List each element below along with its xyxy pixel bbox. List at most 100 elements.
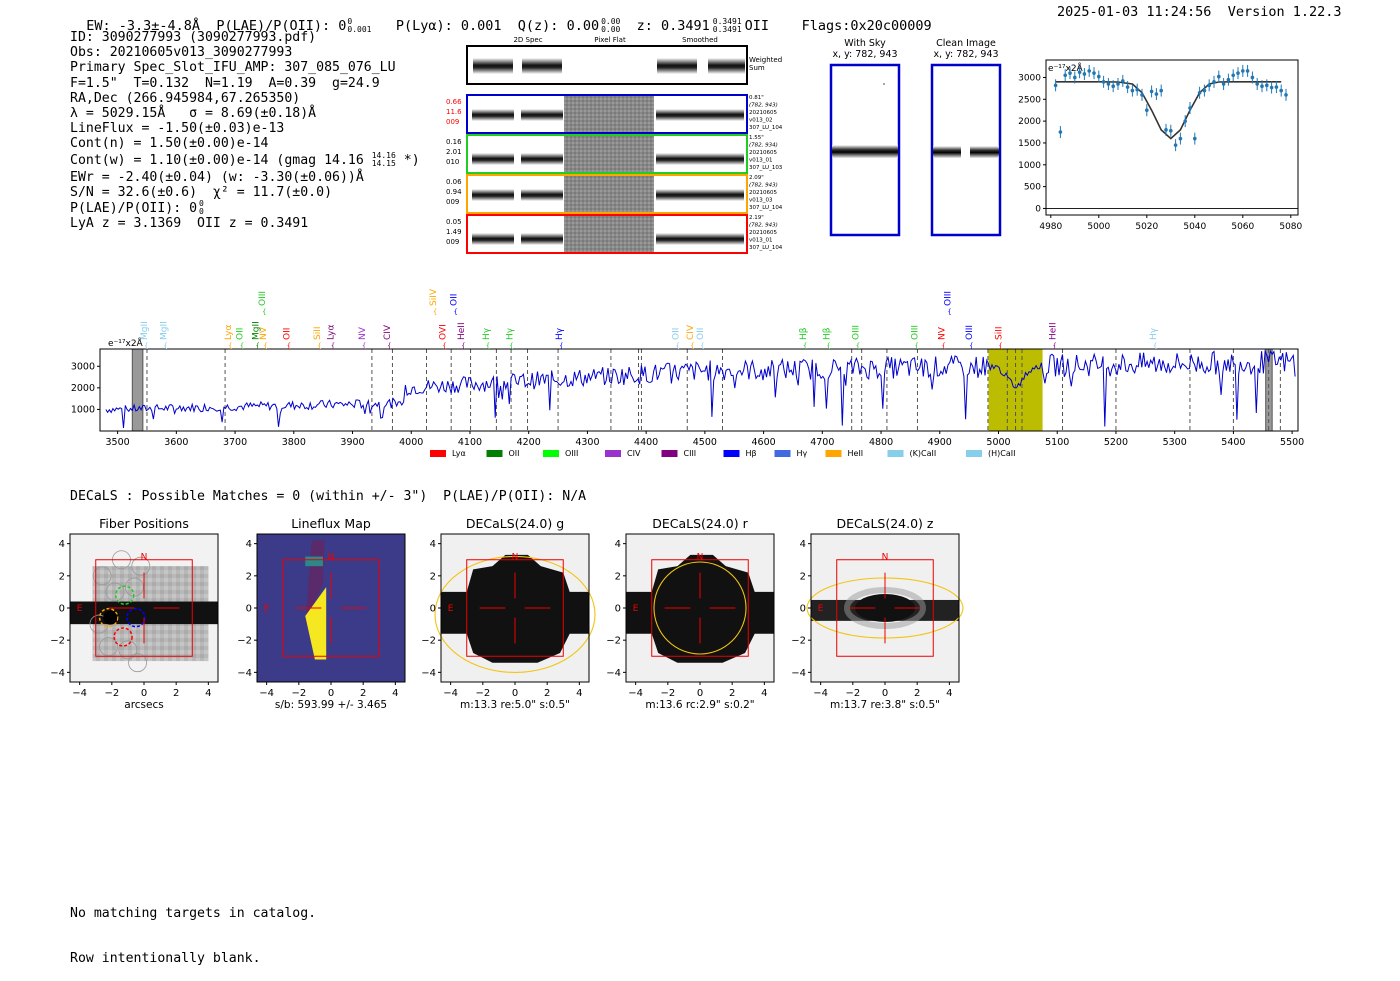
qz-readout: Q(z): 0.00 0.00 0.00 <box>517 17 621 35</box>
emission-line-bracket: { <box>461 342 465 350</box>
emission-line-label: NV <box>259 326 269 340</box>
cutout-right-label: 307_LU_103 <box>749 165 783 171</box>
panel-ytick-label: 0 <box>800 604 806 615</box>
zoom-data-point <box>1197 90 1202 95</box>
plya-readout: P(Lyα): 0.001 <box>395 18 502 34</box>
spectrum-xtick-label: 4700 <box>810 437 834 448</box>
decals-panels: Fiber Positions N E −4 −4 −2 −2 0 0 2 2 4 4 arcsecs Li… <box>50 516 964 711</box>
info-obs: Obs: 20210605v013_3090277993 <box>70 45 293 61</box>
zoom-data-point <box>1097 74 1101 79</box>
spectrum-xtick-label: 5000 <box>986 437 1010 448</box>
ew-readout: EW: -3.3±-4.8Å <box>86 18 201 34</box>
emission-line-bracket: { <box>144 342 148 350</box>
emission-line-label: OII <box>236 328 246 340</box>
emission-line-bracket: { <box>240 342 244 350</box>
panel-xtick-label: 2 <box>729 688 735 699</box>
zoom-ytick-label: 2500 <box>1018 95 1041 105</box>
cutout-left-label: 0.16 <box>446 138 462 146</box>
fiber-highlight-circle <box>126 607 146 628</box>
zoom-data-point <box>1063 73 1067 78</box>
clean-image-header: Clean Image x, y: 782, 943 <box>926 38 1006 60</box>
compass-north: N <box>141 552 148 562</box>
masked-region <box>131 348 144 432</box>
panel-title: DECaLS(24.0) z <box>837 516 934 531</box>
footer-line-1: No matching targets in catalog. <box>70 906 317 921</box>
decals-panel: Lineflux Map N E −4 −4 −2 −2 0 0 2 2 4 4 s/b: 593.99 … <box>237 516 406 711</box>
decals-summary: DECaLS : Possible Matches = 0 (within +/… <box>70 489 587 504</box>
with-sky-header: With Sky x, y: 782, 943 <box>825 38 905 60</box>
emission-line-bracket: { <box>803 342 807 350</box>
zoom-xtick-label: 5000 <box>1087 222 1110 232</box>
info-sn: S/N = 32.6(±0.6) χ² = 11.7(±0.0) <box>70 184 333 200</box>
emission-line-label: Hγ <box>1149 327 1159 340</box>
with-sky-image <box>829 63 901 237</box>
fiber-circle <box>131 556 151 576</box>
legend-swatch <box>430 450 446 457</box>
zoom-ytick-label: 1500 <box>1018 139 1041 149</box>
panel-ytick-label: −4 <box>237 668 252 679</box>
smoothed-band <box>656 153 744 165</box>
zoom-xtick-label: 5020 <box>1135 222 1158 232</box>
fiber-circle <box>128 653 147 673</box>
spectrum-xtick-label: 5200 <box>1104 437 1128 448</box>
cutout-row: 0.06 0.94 009 2.09" (782, 943)20210605 v013_0… <box>446 174 783 214</box>
smoothed-band <box>656 189 744 201</box>
zoom-data-point <box>1058 130 1063 134</box>
search-box <box>95 559 193 657</box>
cutout-right-label: 307_LU_104 <box>749 245 783 251</box>
search-box <box>466 559 564 657</box>
spectrum-xtick-label: 4600 <box>752 437 776 448</box>
emission-line-label: SiIV <box>429 288 439 306</box>
spec2d-band <box>472 109 514 121</box>
emission-line-label: OII <box>449 294 459 306</box>
legend-label: (K)CaII <box>910 449 937 458</box>
panel-xtick-label: −2 <box>475 688 490 699</box>
zoom-data-point <box>1245 69 1250 73</box>
emission-line-label: Lyα <box>327 324 337 340</box>
spectrum-xtick-label: 4500 <box>693 437 717 448</box>
zoom-data-point <box>1125 85 1130 89</box>
zoom-model-curve <box>1055 81 1282 140</box>
weighted-sum-cutout <box>466 45 748 85</box>
panel-xtick-label: 4 <box>576 688 582 699</box>
legend-label: OIII <box>565 449 578 458</box>
col-label-pixelflat: Pixel Flat <box>594 36 626 44</box>
with-sky-xy: x, y: 782, 943 <box>832 49 898 60</box>
cutout-right-label: 20210605 <box>749 190 777 196</box>
spectrum-legend: Lyα OII OIII CIV CIII Hβ Hγ HeII (K)CaII (H)CaII <box>430 449 1015 458</box>
zoom-data-point <box>1279 88 1283 93</box>
info-id: ID: 3090277993 (3090277993.pdf) <box>70 30 317 45</box>
spectrum-ytick-label: 3000 <box>71 361 95 372</box>
cutout-right-label: 307_LU_104 <box>749 125 783 131</box>
footer-line-2: Row intentionally blank. <box>70 951 261 966</box>
panel-xtick-label: 0 <box>882 688 888 699</box>
legend-label: CIII <box>684 449 697 458</box>
spectrum-unit-label: e⁻¹⁷x2Å <box>108 337 144 349</box>
spectrum-xtick-label: 5300 <box>1163 437 1187 448</box>
pixel-flat-image <box>564 216 654 252</box>
zoom-plot-area: 4980 5000 5020 5040 5060 5080 0 500 1000 1500 2000… <box>1018 59 1303 232</box>
zoom-data-point <box>1092 71 1096 75</box>
zoom-data-point <box>1260 84 1264 88</box>
header-right: 2025-01-03 11:24:56 Version 1.22.3 <box>1057 4 1342 20</box>
compass-north: N <box>512 552 519 562</box>
fiber-circle <box>99 637 119 657</box>
spectrum-xtick-label: 4400 <box>634 437 658 448</box>
legend-swatch <box>605 450 621 457</box>
cutout-right-label: v013_01 <box>749 158 773 164</box>
zoom-unit-label: e⁻¹⁷x2Å <box>1048 62 1084 74</box>
compass-north: N <box>697 552 704 562</box>
pixel-flat-image <box>564 176 654 212</box>
zoom-data-point <box>1183 119 1187 123</box>
panel-caption: m:13.7 re:3.8" s:0.5" <box>830 699 940 711</box>
zoom-data-point <box>1284 93 1288 97</box>
emission-line-bracket: { <box>331 342 335 350</box>
panel-ytick-label: 2 <box>246 571 252 582</box>
panel-ytick-label: 4 <box>800 539 806 550</box>
pixel-flat-image <box>564 136 654 172</box>
emission-line-bracket: { <box>362 342 366 350</box>
panel-title: Fiber Positions <box>99 516 189 531</box>
panel-ytick-label: −4 <box>50 668 65 679</box>
emission-line-label: NV <box>937 326 947 340</box>
